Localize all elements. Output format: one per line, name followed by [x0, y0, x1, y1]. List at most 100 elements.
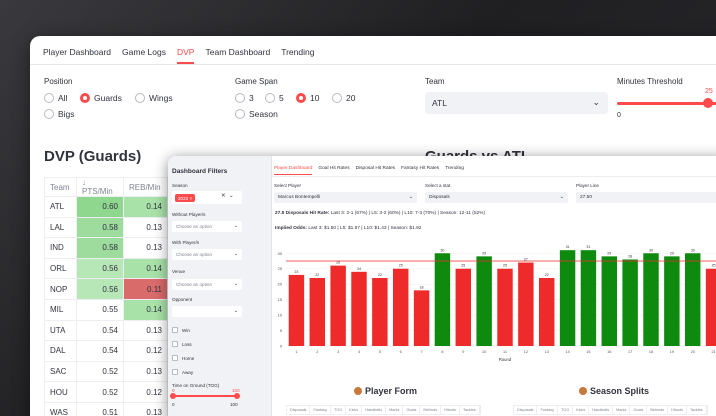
bar-value-label: 26 [336, 261, 340, 265]
bar [580, 250, 597, 346]
implied-odds-summary: Implied Odds: Last 3: $1.50 | L5: $1.67 … [275, 226, 422, 231]
chevron-down-icon: ⌄ [233, 223, 238, 229]
column-header[interactable]: Goals [630, 406, 648, 414]
bar [288, 274, 305, 346]
without-players-label: Without Player/s [172, 212, 206, 217]
column-header[interactable]: Behinds [420, 406, 442, 414]
game-span-radio-5[interactable]: 5 [265, 93, 284, 103]
tab-trending[interactable]: Trending [445, 166, 464, 171]
position-radio-bigs[interactable]: Bigs [44, 109, 75, 119]
column-header[interactable]: Behinds [647, 406, 669, 414]
tab-player-dashboard[interactable]: Player Dashboard [43, 47, 112, 57]
bar-value-label: 24 [357, 267, 361, 271]
minutes-slider-track[interactable] [617, 102, 716, 105]
without-players-select[interactable]: Choose an option ⌄ [172, 221, 242, 232]
team-cell: UTA [44, 319, 77, 342]
minutes-threshold-label: Minutes Threshold [617, 77, 683, 86]
bar [622, 259, 638, 346]
venue-select[interactable]: Choose an option ⌄ [172, 279, 242, 290]
tab-player-dashboard[interactable]: Player Dashboard [274, 166, 313, 175]
tab-dvp[interactable]: DVP [177, 47, 195, 64]
bar-value-label: 22 [545, 273, 549, 277]
y-tick-label: 0 [280, 344, 283, 349]
tab-game-logs[interactable]: Game Logs [122, 47, 166, 57]
tog-slider-low-handle[interactable] [170, 393, 176, 399]
game-span-radio-3[interactable]: 3 [235, 93, 254, 103]
tab-team-dashboard[interactable]: Team Dashboard [205, 47, 271, 57]
opponent-select[interactable]: ⌄ [172, 306, 242, 317]
column-header[interactable]: Goals [403, 406, 421, 414]
bar-value-label: 29 [607, 251, 611, 255]
loss-checkbox[interactable]: Loss [172, 341, 192, 347]
tab-fantasy-hit-rates[interactable]: Fantasy Hit Rates [401, 166, 440, 171]
reb-min-cell: 0.12 [123, 381, 168, 403]
tog-slider-track[interactable] [172, 395, 238, 397]
pts-min-cell: 0.55 [76, 298, 124, 321]
y-tick-label: 5 [280, 328, 283, 333]
column-header[interactable]: Fantasy [310, 406, 331, 414]
column-header[interactable]: Marks [613, 406, 631, 414]
tab-disposal-hit-rates[interactable]: Disposal Hit Rates [355, 166, 396, 171]
pts-min-cell: 0.60 [76, 196, 124, 218]
pts-min-cell: 0.56 [76, 278, 124, 300]
column-header-reb-min[interactable]: REB/Min [123, 177, 168, 197]
tog-max-label: 100 [230, 402, 238, 407]
column-header[interactable]: Handballs [589, 406, 614, 414]
column-header[interactable]: Handballs [362, 406, 387, 414]
x-tick-label: 8 [441, 350, 443, 354]
game-span-radio-20[interactable]: 20 [332, 93, 355, 103]
game-span-radio-10[interactable]: 10 [296, 93, 319, 103]
dashboard-tabs: Player Dashboard Goal Hit Rates Disposal… [274, 166, 464, 175]
column-header[interactable]: Disposals [287, 406, 311, 414]
bar [643, 253, 659, 346]
home-checkbox[interactable]: Home [172, 355, 194, 361]
column-header[interactable]: TOG [558, 406, 574, 414]
reb-min-cell: 0.11 [123, 278, 168, 300]
bar-value-label: 31 [566, 245, 570, 249]
x-tick-label: 4 [358, 350, 360, 354]
checkbox-icon [172, 327, 178, 333]
player-select[interactable]: Marcus Bontempelli ⌄ [274, 192, 417, 203]
column-header[interactable]: TOG [331, 406, 347, 414]
column-header[interactable]: Disposals [514, 406, 538, 414]
chevron-down-icon[interactable]: ⌄ [229, 193, 234, 199]
team-cell: HOU [44, 381, 77, 403]
column-header[interactable]: Tackles [460, 406, 480, 414]
team-select[interactable]: ATL ⌄ [425, 92, 608, 114]
win-checkbox[interactable]: Win [172, 327, 190, 333]
column-header[interactable]: Fantasy [537, 406, 558, 414]
minutes-slider-handle[interactable] [703, 98, 713, 108]
player-line-label: Player Line [576, 183, 599, 188]
player-dashboard-window: Dashboard Filters Season 2023 × ✕ ⌄ With… [168, 156, 716, 416]
game-span-radio-season[interactable]: Season [235, 109, 278, 119]
player-line-input[interactable]: 27.50 [576, 192, 716, 203]
column-header[interactable]: Kicks [573, 406, 590, 414]
clear-icon[interactable]: ✕ [221, 193, 226, 199]
season-chip[interactable]: 2023 × [175, 194, 196, 202]
tab-trending[interactable]: Trending [281, 47, 315, 57]
x-tick-label: 14 [565, 350, 569, 354]
tab-goal-hit-rates[interactable]: Goal Hit Rates [318, 166, 350, 171]
x-tick-label: 1 [295, 350, 297, 354]
column-header[interactable]: Tackles [687, 406, 707, 414]
position-radio-guards[interactable]: Guards [80, 93, 122, 103]
stat-select[interactable]: Disposals ⌄ [425, 192, 568, 203]
position-radio-wings[interactable]: Wings [135, 93, 173, 103]
top-nav: Player Dashboard Game Logs DVP Team Dash… [30, 36, 716, 64]
column-header[interactable]: Hitouts [668, 406, 687, 414]
away-checkbox[interactable]: Away [172, 369, 193, 375]
column-header-team[interactable]: Team [44, 177, 77, 197]
column-header[interactable]: Kicks [346, 406, 363, 414]
bar [705, 268, 716, 346]
x-tick-label: 15 [586, 350, 590, 354]
position-radio-all[interactable]: All [44, 93, 67, 103]
bar-value-label: 25 [712, 264, 716, 268]
column-header[interactable]: Marks [386, 406, 404, 414]
player-label: Select Player [274, 183, 302, 188]
column-header-pts-min[interactable]: ↓ PTS/Min [76, 177, 124, 197]
bar [518, 262, 534, 346]
nav-divider [30, 64, 716, 65]
with-players-select[interactable]: Choose an option ⌄ [172, 249, 242, 260]
column-header[interactable]: Hitouts [441, 406, 460, 414]
tog-slider-high-handle[interactable] [234, 393, 240, 399]
